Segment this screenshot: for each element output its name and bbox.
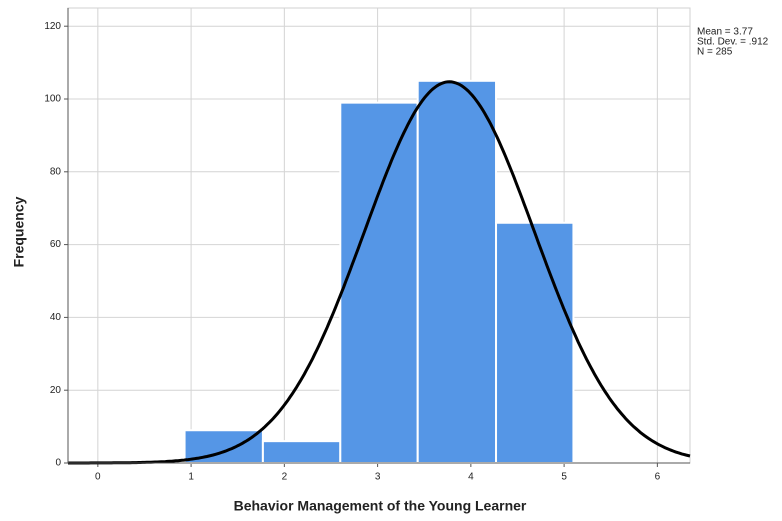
x-tick-label: 6 [655,472,661,483]
annotation: Mean = 3.77 [697,27,753,38]
bar [416,79,498,465]
annotation: Std. Dev. = .912 [697,37,769,48]
annotation: N = 285 [697,47,733,58]
x-tick-label: 3 [375,472,381,483]
normal-curve [68,80,691,465]
y-tick-label: 60 [50,239,62,250]
y-axis-title: Frequency [11,196,27,267]
x-tick-label: 0 [95,472,101,483]
y-tick-label: 80 [50,166,62,177]
y-tick-label: 20 [50,385,62,396]
bar [339,101,419,464]
x-tick-label: 2 [282,472,288,483]
x-tick-label: 1 [188,472,194,483]
y-tick-label: 120 [44,21,61,32]
x-tick-label: 4 [468,472,474,483]
bar [261,440,342,465]
y-tick-label: 100 [44,94,61,105]
y-tick-label: 40 [50,312,62,323]
x-axis-title: Behavior Management of the Young Learner [234,498,527,514]
x-tick-label: 5 [561,472,567,483]
bar [495,221,575,464]
y-tick-label: 0 [55,458,61,469]
